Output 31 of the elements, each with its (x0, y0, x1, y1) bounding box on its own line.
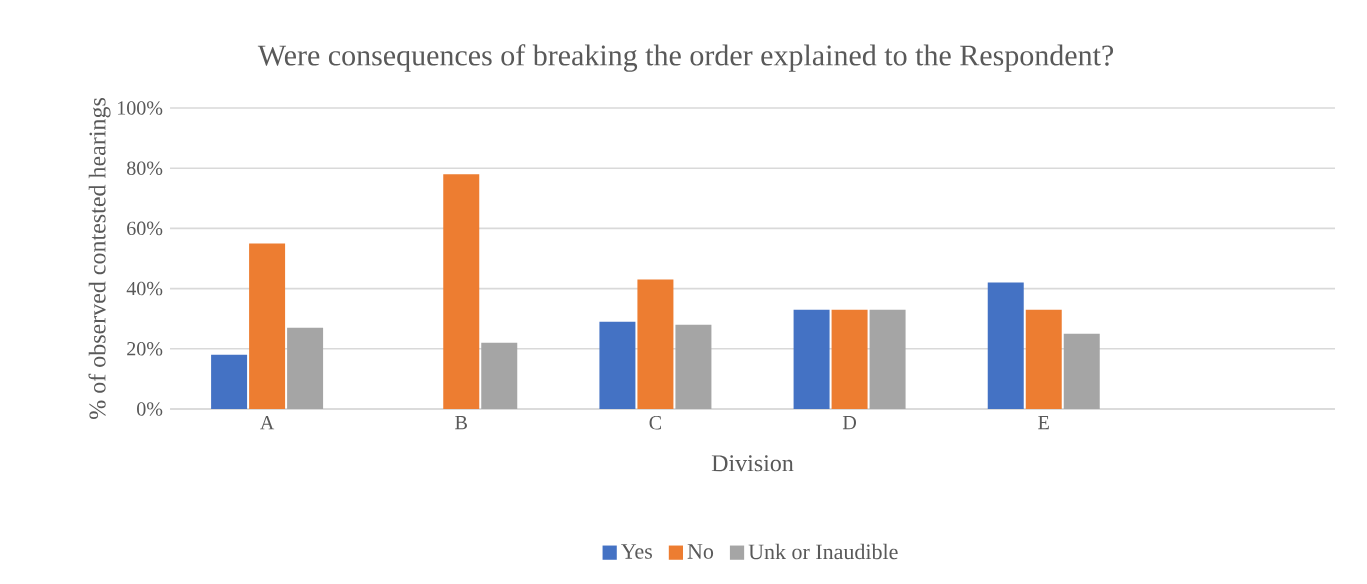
y-tick-label: 0% (137, 402, 163, 416)
bar (793, 309, 830, 409)
x-tick-label: B (455, 416, 467, 430)
bar (443, 174, 480, 409)
legend-label: Yes (621, 544, 652, 559)
bar (675, 324, 712, 409)
y-tick-label: 60% (127, 221, 163, 236)
bar (1025, 309, 1062, 409)
legend-label: Unk or Inaudible (748, 543, 898, 560)
y-tick-label: 20% (127, 342, 163, 356)
bar (869, 309, 906, 409)
legend-label: No (687, 544, 714, 559)
x-axis-title: Division (711, 455, 794, 472)
bar (599, 321, 636, 409)
bar (637, 279, 674, 409)
bar (249, 243, 286, 409)
x-tick-label: E (1038, 416, 1049, 430)
bar (831, 309, 868, 409)
y-tick-label: 80% (127, 161, 163, 175)
y-tick-label: 40% (126, 281, 163, 296)
bar (211, 354, 248, 409)
bar (987, 282, 1024, 409)
y-tick-label: 100% (118, 101, 163, 115)
bar (287, 327, 324, 409)
chart-title: Were consequences of breaking the order explained to the Respondent? (257, 44, 1114, 72)
x-tick-label: A (260, 416, 275, 430)
bar (1063, 333, 1100, 409)
x-tick-label: D (842, 416, 856, 430)
x-tick-label: C (649, 416, 661, 430)
y-axis-title: % of observed contested hearings (88, 98, 111, 419)
bar (481, 342, 518, 409)
